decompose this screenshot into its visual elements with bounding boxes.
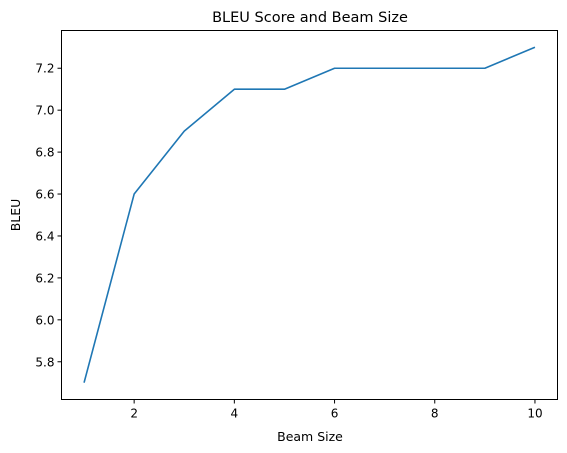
chart-title: BLEU Score and Beam Size [212,10,408,26]
x-axis-ticks: 2 4 6 8 10 [130,399,543,421]
x-tick-label: 10 [527,407,542,421]
x-axis-label: Beam Size [277,429,343,444]
y-tick-label: 6.4 [35,229,54,243]
y-axis-label: BLEU [8,199,23,232]
series-line [83,46,536,383]
y-tick-label: 6.6 [35,188,54,202]
y-tick-label: 6.0 [35,313,54,327]
x-tick-label: 2 [130,407,138,421]
y-tick-label: 5.8 [35,355,54,369]
y-tick-label: 7.0 [35,104,54,118]
y-axis-ticks: 5.8 6.0 6.2 6.4 6.6 6.8 7.0 7.2 [35,62,62,369]
x-tick-label: 4 [231,407,239,421]
x-tick-label: 6 [331,407,339,421]
y-tick-label: 6.8 [35,146,54,160]
plot-frame [61,30,558,400]
x-tick-label: 8 [431,407,439,421]
y-tick-label: 6.2 [35,271,54,285]
plot-area [61,30,558,400]
series-layer [83,46,536,383]
y-tick-label: 7.2 [35,62,54,76]
